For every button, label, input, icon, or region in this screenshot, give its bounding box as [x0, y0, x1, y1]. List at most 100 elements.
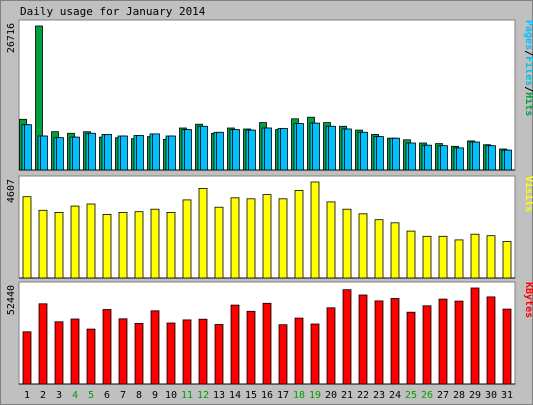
bar-pages-day-26: [424, 144, 432, 171]
x-tick-label: 11: [181, 390, 193, 401]
bar-visits-day-26: [422, 235, 432, 279]
x-tick-label: 1: [24, 390, 30, 401]
x-tick-label: 12: [197, 390, 209, 401]
x-tick-label: 3: [56, 390, 62, 401]
bar-pages-day-14: [232, 129, 240, 171]
side-label-part: /: [523, 86, 533, 92]
x-tick-label: 7: [120, 390, 126, 401]
bar-kbytes-day-10: [166, 322, 176, 385]
bar-pages-day-24: [392, 137, 400, 171]
bar-visits-day-22: [358, 213, 368, 279]
bar-pages-day-19: [312, 122, 320, 171]
bar-visits-day-18: [294, 190, 304, 279]
panel-kbytes-max-label: 52440: [6, 285, 17, 315]
bar-kbytes-day-8: [134, 322, 144, 385]
x-tick-label: 19: [309, 390, 321, 401]
panel-hits-max-label: 26716: [6, 23, 17, 53]
bar-kbytes-day-15: [246, 310, 256, 385]
x-tick-label: 8: [136, 390, 142, 401]
x-tick-label: 9: [152, 390, 158, 401]
x-tick-label: 22: [357, 390, 369, 401]
bar-kbytes-day-29: [470, 287, 480, 385]
bar-pages-day-4: [72, 136, 80, 171]
bar-pages-day-7: [120, 135, 128, 171]
x-tick-label: 4: [72, 390, 78, 401]
bar-visits-day-7: [118, 211, 128, 279]
bar-pages-day-15: [248, 129, 256, 171]
bar-kbytes-day-18: [294, 317, 304, 385]
panel-hits: 26716 Pages/Files/Hits: [6, 19, 533, 171]
bar-kbytes-day-25: [406, 311, 416, 385]
x-tick-label: 17: [277, 390, 289, 401]
x-tick-label: 13: [213, 390, 225, 401]
x-tick-label: 14: [229, 390, 241, 401]
bar-visits-day-13: [214, 206, 224, 279]
bar-kbytes-day-6: [102, 309, 112, 385]
bar-visits-day-29: [470, 233, 480, 279]
side-label-part: Pages: [523, 20, 533, 50]
bar-kbytes-day-14: [230, 304, 240, 385]
bar-kbytes-day-31: [502, 308, 512, 385]
bar-pages-day-17: [280, 128, 288, 171]
bar-pages-day-18: [296, 123, 304, 171]
bar-pages-day-22: [360, 131, 368, 171]
x-tick-label: 24: [389, 390, 401, 401]
bar-visits-day-25: [406, 230, 416, 279]
bar-kbytes-day-5: [86, 328, 96, 385]
bar-pages-day-13: [216, 131, 224, 171]
panel-kbytes-side-label: KBytes: [523, 282, 533, 318]
bar-visits-day-30: [486, 235, 496, 279]
bar-visits-day-20: [326, 201, 336, 279]
bar-pages-day-27: [440, 145, 448, 171]
bar-visits-day-3: [54, 211, 64, 279]
x-tick-label: 15: [245, 390, 257, 401]
bar-visits-day-12: [198, 187, 208, 279]
bar-kbytes-day-4: [70, 318, 80, 385]
bar-visits-day-1: [22, 196, 32, 279]
bar-kbytes-day-1: [22, 331, 32, 385]
bar-pages-day-1: [24, 124, 32, 171]
side-label-part: Hits: [523, 92, 533, 116]
side-label-part: /: [523, 50, 533, 56]
bar-visits-day-19: [310, 181, 320, 279]
bar-kbytes-day-27: [438, 298, 448, 385]
bar-pages-day-6: [104, 133, 112, 171]
x-tick-labels: 1 2 3 4 5 6 7 8 9 10 11 12 13 14 15 16 17 18 19 20 21 22 23 24 2…: [24, 390, 513, 401]
x-tick-label: 16: [261, 390, 273, 401]
bar-visits-day-6: [102, 213, 112, 279]
bar-pages-day-30: [488, 145, 496, 171]
bar-visits-day-28: [454, 239, 464, 279]
bar-visits-day-4: [70, 205, 80, 279]
panel-hits-side-label: Pages/Files/Hits: [523, 20, 533, 116]
bar-pages-day-9: [152, 133, 160, 171]
panel-visits: 4607 Visits: [6, 175, 533, 279]
x-tick-label: 6: [104, 390, 110, 401]
bar-visits-day-10: [166, 211, 176, 279]
bar-pages-day-23: [376, 136, 384, 171]
bar-visits-day-11: [182, 199, 192, 279]
x-tick-label: 18: [293, 390, 305, 401]
x-tick-label: 28: [453, 390, 465, 401]
bar-kbytes-day-16: [262, 302, 272, 385]
bar-pages-day-21: [344, 128, 352, 171]
bar-pages-day-20: [328, 125, 336, 171]
bar-visits-day-14: [230, 197, 240, 279]
bar-kbytes-day-21: [342, 289, 352, 385]
bar-kbytes-day-2: [38, 303, 48, 385]
bar-pages-day-8: [136, 135, 144, 171]
bar-pages-day-2: [40, 135, 48, 171]
side-label-part: Files: [523, 56, 533, 86]
bar-kbytes-day-24: [390, 298, 400, 385]
panel-visits-max-label: 4607: [6, 179, 17, 203]
x-tick-label: 5: [88, 390, 94, 401]
chart-title: Daily usage for January 2014: [20, 5, 206, 18]
x-tick-label: 29: [469, 390, 481, 401]
bar-kbytes-day-19: [310, 323, 320, 385]
side-label-part: Visits: [523, 176, 533, 212]
bar-kbytes-day-3: [54, 321, 64, 385]
panel-visits-side-label: Visits: [523, 176, 533, 212]
bar-kbytes-day-17: [278, 324, 288, 385]
bar-kbytes-day-22: [358, 294, 368, 385]
bar-visits-day-23: [374, 219, 384, 279]
panel-kbytes: 52440 KBytes: [6, 281, 533, 385]
